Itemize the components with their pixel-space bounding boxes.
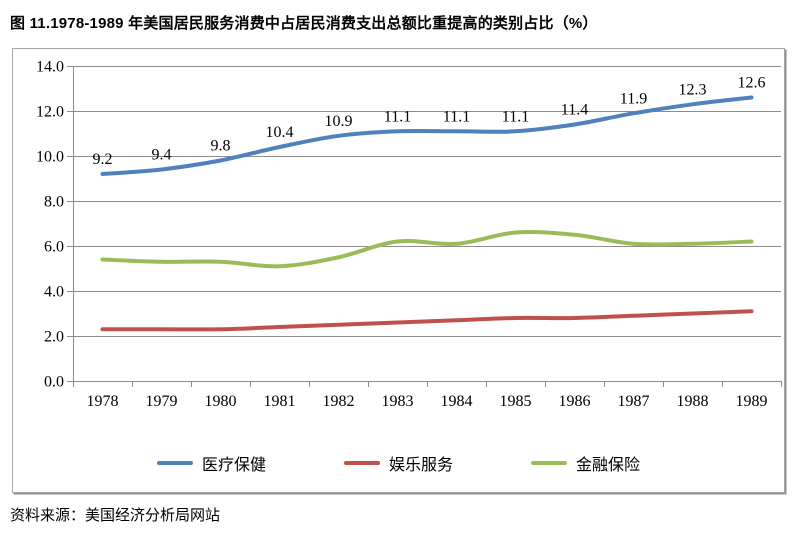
x-axis-label: 1989 bbox=[736, 393, 768, 410]
chart-container: 0.0 2.0 4.0 6.0 8.0 10.0 12.0 14.0 1978 1979 1980 1… bbox=[12, 48, 785, 493]
x-axis-label: 1982 bbox=[323, 393, 355, 410]
data-label: 9.2 bbox=[93, 151, 113, 168]
y-axis-label: 12.0 bbox=[36, 104, 64, 121]
series-line-娱乐服务 bbox=[100, 309, 754, 332]
data-label: 12.6 bbox=[738, 75, 766, 92]
series-line-金融保险 bbox=[100, 229, 754, 269]
data-label: 9.4 bbox=[152, 147, 172, 164]
data-label: 10.4 bbox=[266, 124, 294, 141]
x-axis-label: 1978 bbox=[87, 393, 119, 410]
legend-item-医疗保健: 医疗保健 bbox=[156, 451, 266, 475]
data-label: 11.1 bbox=[443, 108, 470, 125]
x-axis-label: 1980 bbox=[205, 393, 237, 410]
y-axis-label: 10.0 bbox=[36, 149, 64, 166]
y-axis-label: 6.0 bbox=[44, 239, 64, 256]
x-axis-label: 1984 bbox=[441, 393, 473, 410]
source-note: 资料来源：美国经济分析局网站 bbox=[10, 507, 221, 524]
y-axis-label: 2.0 bbox=[44, 329, 64, 346]
data-label: 9.8 bbox=[211, 138, 231, 155]
x-axis-label: 1983 bbox=[382, 393, 414, 410]
data-label: 10.9 bbox=[325, 113, 353, 130]
legend-line-swatch bbox=[156, 461, 193, 465]
chart-title: 图 11.1978-1989 年美国居民服务消费中占居民消费支出总额比重提高的类… bbox=[10, 15, 598, 32]
chart-legend: 医疗保健 娱乐服务 金融保险 bbox=[13, 451, 784, 475]
x-axis-label: 1988 bbox=[677, 393, 709, 410]
legend-item-娱乐服务: 娱乐服务 bbox=[343, 451, 453, 475]
x-axis-label: 1985 bbox=[500, 393, 532, 410]
line-chart: 0.0 2.0 4.0 6.0 8.0 10.0 12.0 14.0 1978 1979 1980 1… bbox=[36, 59, 782, 410]
legend-item-金融保险: 金融保险 bbox=[531, 451, 640, 475]
data-label: 11.4 bbox=[561, 102, 588, 119]
data-label: 12.3 bbox=[679, 81, 707, 98]
x-axis-label: 1979 bbox=[146, 393, 178, 410]
data-label: 11.9 bbox=[620, 90, 647, 107]
x-axis-label: 1987 bbox=[618, 393, 650, 410]
legend-label: 金融保险 bbox=[576, 457, 641, 474]
y-axis-label: 0.0 bbox=[44, 374, 64, 391]
series-line-医疗保健 bbox=[100, 95, 754, 176]
data-label: 11.1 bbox=[384, 108, 411, 125]
data-label: 11.1 bbox=[502, 108, 529, 125]
legend-line-swatch bbox=[343, 461, 380, 465]
y-axis-label: 4.0 bbox=[44, 284, 64, 301]
y-axis-label: 8.0 bbox=[44, 194, 64, 211]
y-axis-label: 14.0 bbox=[36, 59, 64, 76]
x-axis-label: 1986 bbox=[559, 393, 591, 410]
legend-label: 娱乐服务 bbox=[388, 457, 453, 474]
legend-line-swatch bbox=[531, 461, 567, 465]
x-axis-label: 1981 bbox=[264, 393, 296, 410]
legend-label: 医疗保健 bbox=[201, 457, 266, 474]
